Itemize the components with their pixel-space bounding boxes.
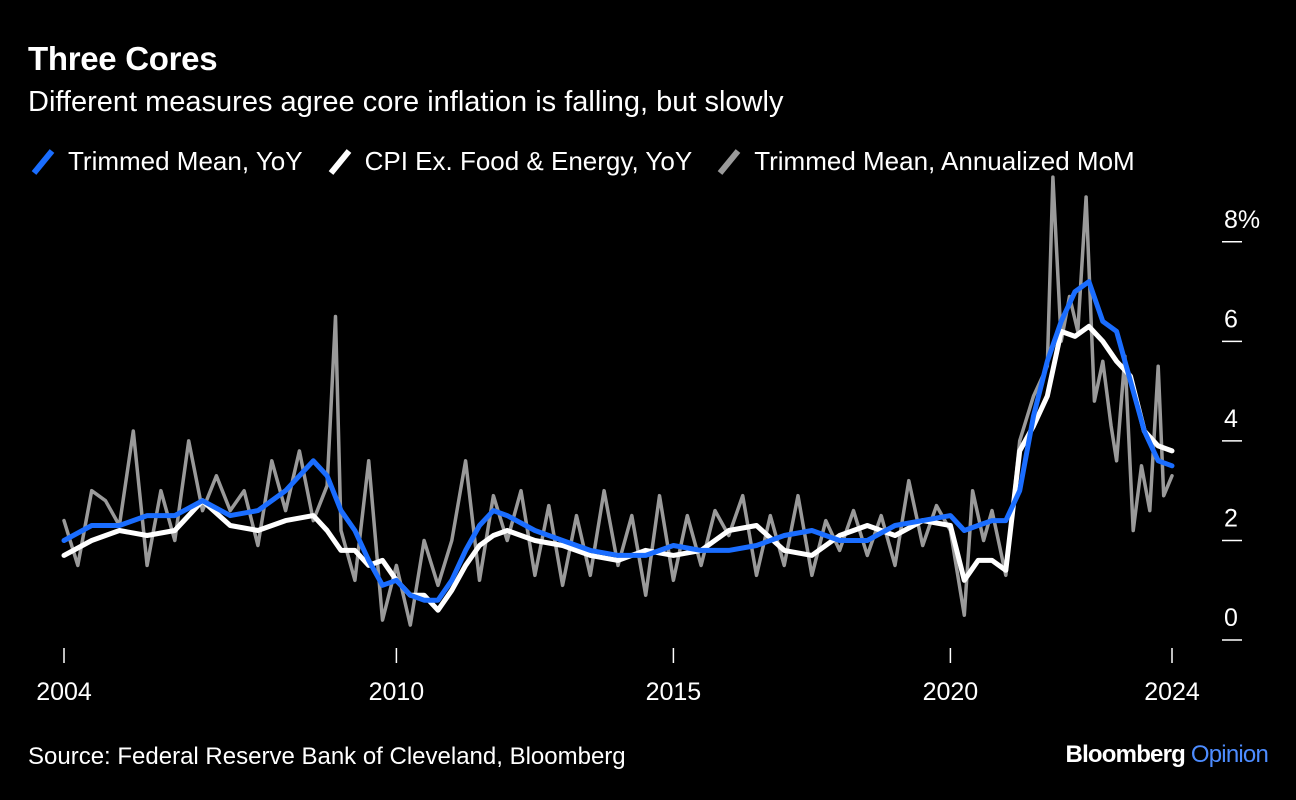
y-axis: 0 2 4 6 8% (1222, 206, 1260, 641)
legend-swatch-trimmed-yoy (31, 148, 55, 175)
series-line-trimmed-yoy (61, 279, 1175, 603)
legend-label-cpi-core-yoy: CPI Ex. Food & Energy, YoY (364, 146, 693, 176)
source-note: Source: Federal Reserve Bank of Clevelan… (28, 743, 626, 770)
y-tick-label: 6 (1224, 305, 1238, 333)
x-tick-label: 2004 (36, 678, 92, 706)
x-tick-label: 2024 (1144, 678, 1200, 706)
legend-item-trimmed-yoy: Trimmed Mean, YoY (28, 146, 303, 177)
chart-subtitle: Different measures agree core inflation … (28, 86, 784, 118)
series-line-trimmed-mom (62, 175, 1174, 627)
x-tick-label: 2020 (923, 678, 979, 706)
x-tick-label: 2015 (646, 678, 702, 706)
legend-label-trimmed-mom: Trimmed Mean, Annualized MoM (754, 146, 1135, 176)
chart-legend: Trimmed Mean, YoY CPI Ex. Food & Energy,… (28, 146, 1157, 177)
legend-item-cpi-core-yoy: CPI Ex. Food & Energy, YoY (325, 146, 693, 177)
legend-swatch-cpi-core-yoy (328, 148, 351, 175)
y-tick-label: 4 (1224, 405, 1238, 433)
x-tick-label: 2010 (369, 678, 425, 706)
y-tick-label: 2 (1224, 504, 1238, 532)
legend-item-trimmed-mom: Trimmed Mean, Annualized MoM (714, 146, 1135, 177)
series-line-cpi-core-yoy (61, 323, 1175, 613)
brand-secondary: Opinion (1190, 741, 1269, 768)
chart-title: Three Cores (28, 40, 218, 77)
series-layer (61, 175, 1175, 627)
y-tick-label: 0 (1224, 604, 1238, 632)
x-axis: 2004 2010 2015 2020 2024 (36, 648, 1200, 706)
legend-label-trimmed-yoy: Trimmed Mean, YoY (68, 146, 303, 176)
y-tick-label: 8% (1224, 206, 1260, 234)
brand-logo: Bloomberg Opinion (1065, 741, 1269, 769)
legend-swatch-trimmed-mom (717, 148, 741, 175)
brand-primary: Bloomberg (1065, 741, 1186, 768)
